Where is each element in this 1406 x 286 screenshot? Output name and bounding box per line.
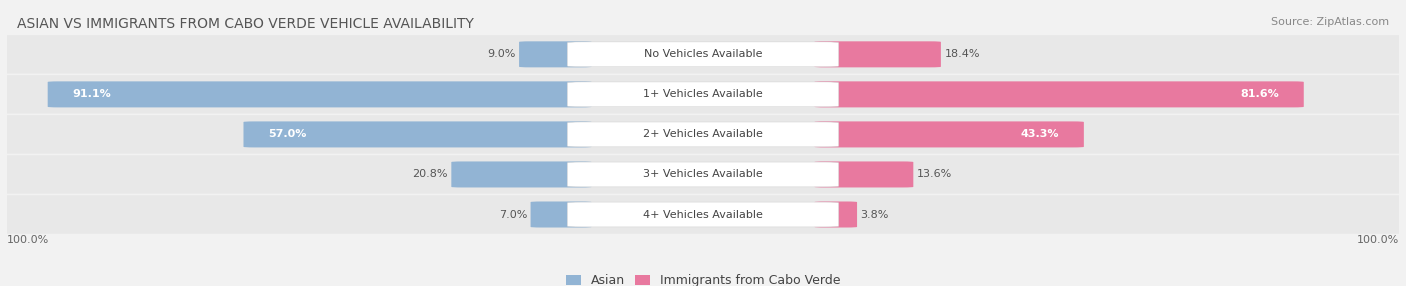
Text: 91.1%: 91.1%	[72, 90, 111, 99]
Text: 100.0%: 100.0%	[7, 235, 49, 245]
Text: Source: ZipAtlas.com: Source: ZipAtlas.com	[1271, 17, 1389, 27]
FancyBboxPatch shape	[567, 42, 839, 67]
FancyBboxPatch shape	[814, 82, 1303, 108]
FancyBboxPatch shape	[530, 201, 592, 228]
FancyBboxPatch shape	[519, 41, 592, 67]
Text: 3+ Vehicles Available: 3+ Vehicles Available	[643, 170, 763, 179]
Text: 20.8%: 20.8%	[412, 170, 449, 179]
Text: 100.0%: 100.0%	[1357, 235, 1399, 245]
Text: ASIAN VS IMMIGRANTS FROM CABO VERDE VEHICLE AVAILABILITY: ASIAN VS IMMIGRANTS FROM CABO VERDE VEHI…	[17, 17, 474, 31]
Text: 4+ Vehicles Available: 4+ Vehicles Available	[643, 210, 763, 219]
Text: 1+ Vehicles Available: 1+ Vehicles Available	[643, 90, 763, 99]
FancyBboxPatch shape	[0, 155, 1406, 194]
FancyBboxPatch shape	[567, 82, 839, 107]
FancyBboxPatch shape	[0, 75, 1406, 114]
FancyBboxPatch shape	[243, 121, 592, 148]
Text: 7.0%: 7.0%	[499, 210, 527, 219]
FancyBboxPatch shape	[567, 162, 839, 187]
Text: No Vehicles Available: No Vehicles Available	[644, 49, 762, 59]
FancyBboxPatch shape	[48, 82, 592, 108]
Text: 13.6%: 13.6%	[917, 170, 952, 179]
FancyBboxPatch shape	[451, 161, 592, 188]
FancyBboxPatch shape	[0, 195, 1406, 234]
FancyBboxPatch shape	[814, 121, 1084, 148]
Legend: Asian, Immigrants from Cabo Verde: Asian, Immigrants from Cabo Verde	[561, 269, 845, 286]
Text: 18.4%: 18.4%	[945, 49, 980, 59]
Text: 3.8%: 3.8%	[860, 210, 889, 219]
Text: 81.6%: 81.6%	[1240, 90, 1279, 99]
FancyBboxPatch shape	[814, 201, 858, 228]
FancyBboxPatch shape	[567, 122, 839, 147]
FancyBboxPatch shape	[0, 35, 1406, 74]
Text: 57.0%: 57.0%	[269, 130, 307, 139]
Text: 43.3%: 43.3%	[1021, 130, 1060, 139]
FancyBboxPatch shape	[567, 202, 839, 227]
FancyBboxPatch shape	[814, 41, 941, 67]
FancyBboxPatch shape	[814, 161, 914, 188]
Text: 9.0%: 9.0%	[488, 49, 516, 59]
FancyBboxPatch shape	[0, 115, 1406, 154]
Text: 2+ Vehicles Available: 2+ Vehicles Available	[643, 130, 763, 139]
